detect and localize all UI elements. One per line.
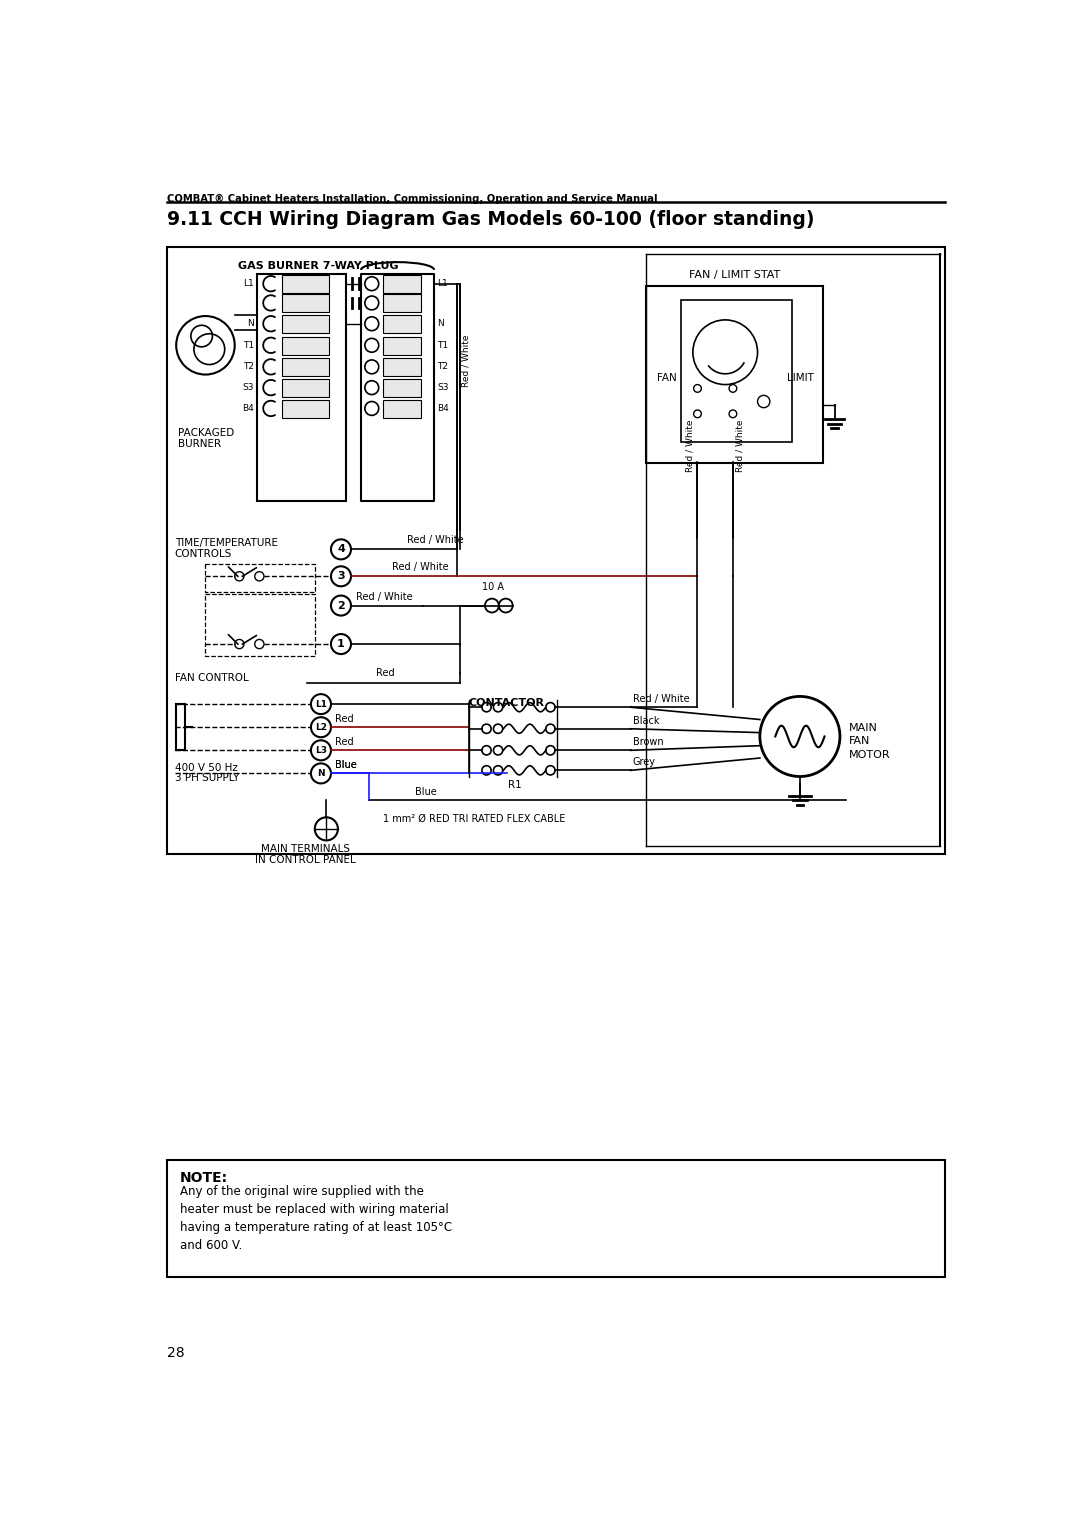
Bar <box>382 294 421 312</box>
Text: Blue: Blue <box>335 760 356 770</box>
Text: 1: 1 <box>337 640 345 649</box>
Bar <box>283 399 328 418</box>
Text: 4: 4 <box>337 545 345 554</box>
Text: L2: L2 <box>315 722 327 731</box>
Bar <box>382 358 421 376</box>
Text: CONTROLS: CONTROLS <box>175 549 232 558</box>
Text: R1: R1 <box>508 780 522 791</box>
Bar <box>361 274 434 500</box>
Text: Any of the original wire supplied with the
heater must be replaced with wiring m: Any of the original wire supplied with t… <box>180 1184 453 1252</box>
Text: Red / White: Red / White <box>407 536 463 546</box>
Bar <box>283 275 328 292</box>
Text: Black: Black <box>633 716 659 725</box>
Text: N: N <box>318 770 325 777</box>
Text: MAIN: MAIN <box>849 722 878 733</box>
Text: FAN: FAN <box>658 373 677 384</box>
Text: COMBAT® Cabinet Heaters Installation, Commissioning, Operation and Service Manua: COMBAT® Cabinet Heaters Installation, Co… <box>167 194 658 205</box>
Text: Red / White: Red / White <box>735 419 745 471</box>
Text: 10 A: 10 A <box>483 581 504 592</box>
Text: 3: 3 <box>337 571 345 581</box>
Text: 400 V 50 Hz: 400 V 50 Hz <box>175 762 238 773</box>
Circle shape <box>311 741 330 760</box>
Text: 9.11 CCH Wiring Diagram Gas Models 60-100 (floor standing): 9.11 CCH Wiring Diagram Gas Models 60-10… <box>167 210 814 230</box>
Text: Red: Red <box>335 715 353 724</box>
Circle shape <box>330 633 351 653</box>
Text: N: N <box>437 320 444 329</box>
Circle shape <box>311 763 330 783</box>
Text: Red: Red <box>335 737 353 747</box>
Text: GAS BURNER 7-WAY PLUG: GAS BURNER 7-WAY PLUG <box>239 260 399 271</box>
Text: LIMIT: LIMIT <box>787 373 813 384</box>
Text: N: N <box>247 320 254 329</box>
Bar <box>382 315 421 334</box>
Text: T2: T2 <box>243 363 254 372</box>
Text: Blue: Blue <box>415 788 436 797</box>
Text: 1 mm² Ø RED TRI RATED FLEX CABLE: 1 mm² Ø RED TRI RATED FLEX CABLE <box>382 814 565 823</box>
Text: T1: T1 <box>243 341 254 350</box>
Bar <box>283 379 328 396</box>
Text: T1: T1 <box>437 341 448 350</box>
Bar <box>382 399 421 418</box>
Text: Red / White: Red / White <box>392 563 448 572</box>
Text: L3: L3 <box>315 745 327 754</box>
Text: T2: T2 <box>437 363 448 372</box>
Circle shape <box>330 566 351 586</box>
Bar <box>167 246 945 854</box>
Text: L1: L1 <box>243 278 254 288</box>
Text: FAN: FAN <box>849 736 870 747</box>
Bar <box>382 337 421 355</box>
Bar <box>257 274 346 500</box>
Bar <box>283 315 328 334</box>
Text: Red / White: Red / White <box>633 695 689 704</box>
Text: MAIN TERMINALS: MAIN TERMINALS <box>261 845 350 854</box>
Text: B4: B4 <box>437 404 449 413</box>
Text: S3: S3 <box>437 382 448 392</box>
Text: 2: 2 <box>337 601 345 610</box>
Bar <box>283 337 328 355</box>
Text: 28: 28 <box>167 1346 185 1360</box>
Text: IN CONTROL PANEL: IN CONTROL PANEL <box>255 855 356 864</box>
Text: Red / White: Red / White <box>686 419 694 471</box>
Text: BURNER: BURNER <box>178 439 221 450</box>
Bar <box>167 1160 945 1278</box>
Text: PACKAGED: PACKAGED <box>178 428 234 439</box>
Bar <box>382 275 421 292</box>
Text: B4: B4 <box>242 404 254 413</box>
Bar <box>283 294 328 312</box>
Text: MOTOR: MOTOR <box>849 750 891 760</box>
Text: 3 PH SUPPLY: 3 PH SUPPLY <box>175 774 239 783</box>
Text: Brown: Brown <box>633 737 663 747</box>
Text: FAN / LIMIT STAT: FAN / LIMIT STAT <box>689 269 780 280</box>
Text: Grey: Grey <box>633 757 656 767</box>
Text: Blue: Blue <box>335 760 356 770</box>
Text: Red / White: Red / White <box>461 335 470 387</box>
Text: CONTACTOR: CONTACTOR <box>469 698 544 708</box>
Circle shape <box>311 718 330 737</box>
Circle shape <box>311 695 330 715</box>
Text: S3: S3 <box>243 382 254 392</box>
Text: NOTE:: NOTE: <box>180 1170 228 1184</box>
Circle shape <box>330 540 351 560</box>
Bar <box>680 300 793 442</box>
Bar <box>283 358 328 376</box>
Text: L1: L1 <box>437 278 448 288</box>
Circle shape <box>330 595 351 615</box>
Text: L1: L1 <box>315 699 327 708</box>
Bar <box>646 286 823 464</box>
Text: TIME/TEMPERATURE: TIME/TEMPERATURE <box>175 539 278 548</box>
Text: Red: Red <box>377 669 395 678</box>
Bar <box>382 379 421 396</box>
Text: FAN CONTROL: FAN CONTROL <box>175 673 248 684</box>
Text: Red / White: Red / White <box>356 592 413 601</box>
